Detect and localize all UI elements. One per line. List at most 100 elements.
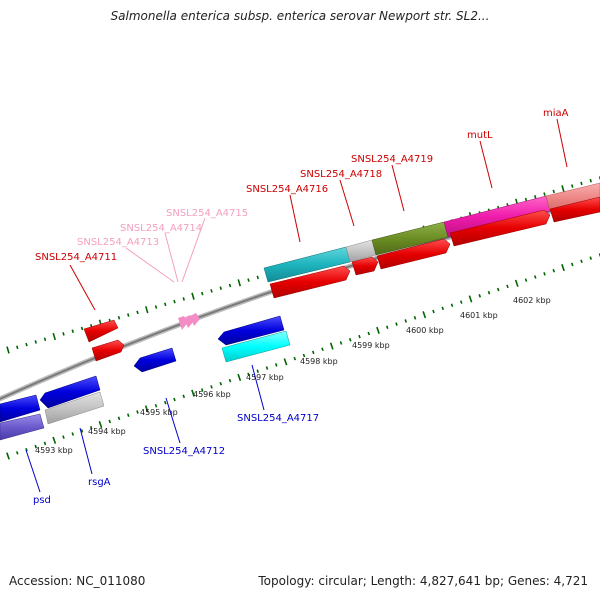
tick-mark — [580, 259, 583, 264]
scale-label: 4597 kbp — [246, 373, 284, 382]
gene-label: SNSL254_A4714 — [120, 223, 202, 234]
tick-mark — [543, 192, 546, 196]
tick-mark — [422, 311, 427, 319]
scale-label: 4599 kbp — [352, 341, 390, 350]
accession-text: Accession: NC_011080 — [9, 574, 146, 588]
scale-labels: 4593 kbp 4594 kbp 4595 kbp 4596 kbp 4597… — [35, 296, 551, 455]
tick-mark — [25, 447, 28, 452]
gene-feature[interactable] — [269, 265, 351, 299]
gene-feature[interactable] — [83, 319, 119, 343]
tick-mark — [256, 275, 259, 280]
tick-mark — [219, 381, 223, 386]
tick-mark — [450, 303, 454, 308]
tick-mark — [228, 283, 232, 288]
tick-mark — [80, 429, 84, 433]
tick-mark — [6, 346, 10, 354]
tick-mark — [210, 385, 213, 389]
trna-feature[interactable] — [190, 313, 200, 326]
gene-feature[interactable] — [133, 347, 177, 373]
tick-mark — [274, 363, 278, 367]
gene-labels: SNSL254_A4711 SNSL254_A4713 SNSL254_A471… — [33, 108, 569, 506]
tick-mark — [43, 337, 47, 342]
gene-feature[interactable] — [449, 209, 551, 247]
tick-mark — [247, 278, 250, 282]
gene-feature[interactable] — [0, 413, 45, 441]
tick-mark — [182, 394, 186, 399]
gene-label: mutL — [467, 130, 493, 141]
tick-mark — [237, 279, 241, 287]
tick-mark — [52, 332, 56, 341]
gene-label: SNSL254_A4711 — [35, 252, 117, 263]
tick-mark — [329, 342, 334, 350]
tick-mark — [321, 347, 324, 351]
lower-tick-ring — [6, 253, 600, 460]
tick-mark — [395, 322, 398, 326]
tick-mark — [404, 319, 408, 323]
gene-label: SNSL254_A4715 — [166, 208, 248, 219]
scale-label: 4598 kbp — [300, 357, 338, 366]
gene-feature[interactable] — [39, 375, 101, 409]
tick-mark — [376, 326, 380, 334]
tick-mark — [201, 291, 204, 296]
gene-feature[interactable] — [217, 315, 285, 346]
label-leaders — [25, 118, 568, 493]
tick-mark — [163, 400, 167, 405]
tick-mark — [173, 397, 176, 402]
tick-mark — [144, 405, 149, 413]
scale-label: 4594 kbp — [88, 427, 126, 436]
gene-label: psd — [33, 495, 51, 506]
tick-mark — [413, 316, 417, 320]
tick-mark — [98, 421, 103, 429]
tick-mark — [524, 197, 528, 202]
tick-mark — [247, 372, 250, 377]
tick-mark — [514, 279, 519, 287]
tick-mark — [71, 432, 75, 436]
tick-mark — [348, 338, 352, 342]
tick-mark — [43, 441, 47, 446]
tick-mark — [265, 366, 269, 370]
map-title: Salmonella enterica subsp. enterica sero… — [110, 9, 490, 23]
tick-mark — [561, 263, 565, 272]
gene-feature[interactable] — [549, 196, 600, 223]
gene-feature[interactable] — [351, 256, 379, 276]
tick-mark — [191, 389, 195, 397]
tick-mark — [589, 178, 592, 183]
gene-feature[interactable] — [376, 238, 451, 270]
tick-mark — [496, 287, 500, 292]
tick-mark — [237, 373, 242, 382]
tick-mark — [534, 195, 537, 199]
topology-text: Topology: circular; Length: 4,827,641 bp… — [258, 574, 588, 588]
scale-label: 4600 kbp — [406, 326, 444, 335]
gene-label: SNSL254_A4712 — [143, 446, 225, 457]
reverse-strand-genes — [0, 315, 291, 441]
gene-feature[interactable] — [44, 391, 105, 425]
tick-mark — [62, 435, 65, 439]
tick-mark — [136, 310, 139, 315]
tick-mark — [524, 278, 528, 282]
tick-mark — [80, 326, 84, 331]
gene-feature[interactable] — [0, 394, 41, 423]
gene-label: SNSL254_A4718 — [300, 169, 382, 180]
tick-mark — [6, 452, 10, 460]
tick-mark — [468, 295, 473, 303]
tick-mark — [478, 294, 482, 298]
gene-label: SNSL254_A4716 — [246, 184, 328, 195]
gene-feature[interactable] — [545, 182, 600, 212]
tick-mark — [173, 299, 176, 304]
tick-mark — [15, 451, 19, 455]
tick-mark — [293, 356, 297, 361]
gene-feature[interactable] — [91, 339, 125, 362]
gene-feature[interactable] — [221, 330, 291, 363]
tick-mark — [154, 403, 158, 408]
tick-mark — [200, 388, 204, 392]
gene-label: rsgA — [88, 477, 111, 488]
tick-mark — [358, 334, 361, 339]
scale-label: 4602 kbp — [513, 296, 551, 305]
tick-mark — [52, 436, 57, 444]
gene-label: SNSL254_A4719 — [351, 154, 433, 165]
tick-mark — [367, 331, 371, 336]
tick-mark — [571, 184, 574, 188]
tick-mark — [228, 378, 232, 383]
tick-mark — [191, 292, 195, 300]
